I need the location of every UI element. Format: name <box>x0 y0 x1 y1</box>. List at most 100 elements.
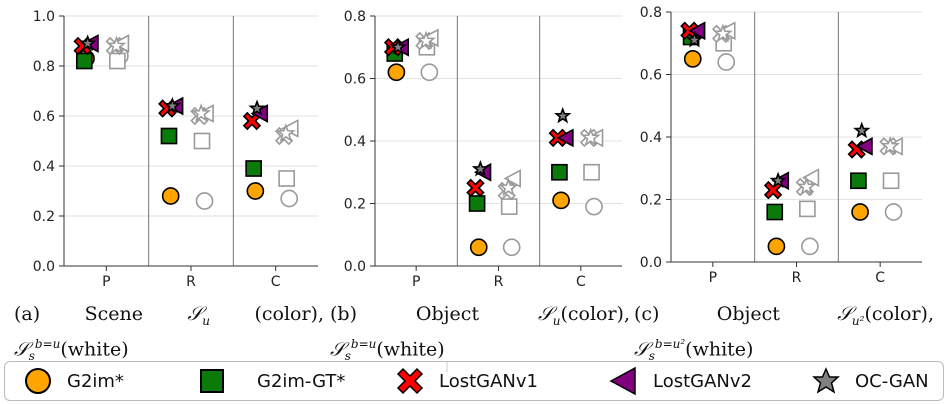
y-tick-label: 0.2 <box>344 197 366 213</box>
caption-b-math: 𝒮 <box>538 303 553 325</box>
x-tick-label: R <box>186 274 196 290</box>
legend-label-g2im: G2im* <box>67 370 124 392</box>
color-marker-g2im-gt- <box>245 160 262 177</box>
caption-b-word: Object <box>415 303 480 325</box>
white-marker-g2im- <box>420 63 439 82</box>
caption-a-sub2: s <box>28 348 35 363</box>
color-marker-g2im-gt- <box>551 163 568 181</box>
legend-item-ocgan: OC-GAN <box>811 362 929 400</box>
color-marker-g2im-gt- <box>468 195 486 212</box>
x-tick-label: R <box>494 274 504 290</box>
caption-b-sup2: b=u <box>350 336 377 351</box>
y-tick-label: 0.8 <box>640 5 662 21</box>
white-marker-g2im-gt- <box>799 200 816 218</box>
axis-frame <box>374 16 622 267</box>
x-tick-label: P <box>412 274 420 290</box>
y-tick-label: 0.4 <box>640 130 662 146</box>
caption-a: (a) Scene 𝒮u (color), 𝒮sb=u(white) <box>14 303 324 368</box>
color-marker-g2im- <box>851 203 869 221</box>
white-marker-oc-gan <box>106 35 127 55</box>
y-tick-label: 0.8 <box>344 9 366 25</box>
white-marker-oc-gan <box>580 127 601 147</box>
color-marker-g2im-gt- <box>850 172 867 190</box>
x-tick-label: P <box>102 274 110 290</box>
color-marker-g2im- <box>469 238 488 257</box>
color-marker-g2im-gt- <box>160 127 178 145</box>
color-marker-g2im- <box>552 191 570 210</box>
caption-c-sup2: b=u² <box>654 336 686 351</box>
caption-c-label: (c) <box>634 303 660 325</box>
white-marker-g2im- <box>585 197 603 216</box>
y-tick-label: 0.6 <box>33 109 55 125</box>
white-marker-oc-gan <box>275 123 296 142</box>
color-marker-g2im- <box>387 63 406 82</box>
legend-label-ocgan: OC-GAN <box>855 370 929 392</box>
white-marker-oc-gan <box>796 176 817 196</box>
color-marker-lostganv2 <box>556 128 574 148</box>
caption-a-math2: 𝒮 <box>14 338 29 361</box>
caption-c-word: Object <box>716 303 780 325</box>
color-marker-lostganv2 <box>855 136 873 156</box>
axis-frame <box>670 12 922 263</box>
legend-item-lostganv1: LostGANv1 <box>395 362 538 400</box>
white-marker-g2im- <box>801 237 819 256</box>
legend-marker-circle-icon <box>25 368 51 394</box>
legend-item-lostganv2: LostGANv2 <box>609 362 752 400</box>
white-marker-g2im-gt- <box>882 172 900 190</box>
color-marker-oc-gan <box>79 34 97 51</box>
caption-c-sub: u² <box>851 313 865 328</box>
caption-b-paren: (color), <box>560 303 630 325</box>
y-tick-label: 0.0 <box>640 255 662 271</box>
caption-c-math: 𝒮 <box>837 303 852 325</box>
color-marker-oc-gan <box>554 106 572 124</box>
caption-a-paren: (color), <box>254 303 324 325</box>
x-tick-label: C <box>576 274 586 290</box>
white-marker-g2im-gt- <box>109 52 126 70</box>
y-tick-label: 0.0 <box>344 259 366 275</box>
white-marker-g2im- <box>280 189 299 208</box>
white-marker-oc-gan <box>713 23 733 43</box>
color-marker-g2im-gt- <box>766 203 784 221</box>
white-marker-oc-gan <box>880 136 901 155</box>
caption-c-sub2: s <box>648 348 655 363</box>
white-marker-oc-gan <box>191 103 212 122</box>
panel-b: 0.0 0.2 0.4 0.6 0.8 P R C <box>344 9 622 290</box>
color-marker-lostganv2 <box>688 21 706 41</box>
caption-c-white: (white) <box>685 338 754 361</box>
white-marker-oc-gan <box>498 177 519 197</box>
y-tick-label: 0.0 <box>33 259 55 275</box>
y-tick-label: 0.6 <box>640 68 662 84</box>
legend-item-g2im: G2im* <box>23 362 124 400</box>
caption-c-paren: (color), <box>864 303 934 325</box>
x-tick-label: C <box>875 270 885 286</box>
caption-a-label: (a) <box>14 303 41 325</box>
legend-marker-triangle-icon <box>609 366 636 396</box>
white-marker-oc-gan <box>416 30 436 50</box>
color-marker-oc-gan <box>853 121 871 139</box>
caption-a-white: (white) <box>60 338 129 361</box>
white-marker-lostganv2 <box>801 168 820 188</box>
color-marker-oc-gan <box>248 99 266 116</box>
y-tick-label: 0.6 <box>344 72 366 88</box>
color-marker-oc-gan <box>769 171 787 189</box>
legend-label-lostganv2: LostGANv2 <box>653 370 752 392</box>
panel-c: 0.0 0.2 0.4 0.6 0.8 P R C <box>640 5 922 286</box>
caption-b-white: (white) <box>376 338 445 361</box>
color-marker-g2im- <box>246 182 265 200</box>
color-marker-g2im- <box>683 50 702 68</box>
white-marker-lostganv2 <box>503 169 521 188</box>
color-marker-oc-gan <box>471 160 490 177</box>
color-marker-oc-gan <box>389 38 407 55</box>
white-marker-g2im- <box>884 203 903 221</box>
color-marker-g2im-gt- <box>75 52 93 70</box>
white-marker-g2im- <box>195 192 214 210</box>
legend-label-g2im-gt: G2im-GT* <box>257 370 346 392</box>
y-tick-label: 0.8 <box>33 59 55 75</box>
caption-a-math: 𝒮 <box>187 303 203 325</box>
legend-marker-star-icon <box>812 367 840 394</box>
white-marker-g2im-gt- <box>500 198 518 215</box>
color-marker-oc-gan <box>685 31 704 48</box>
y-tick-label: 1.0 <box>33 9 55 25</box>
caption-c: (c) Object 𝒮u²(color), 𝒮sb=u²(white) <box>634 303 934 368</box>
